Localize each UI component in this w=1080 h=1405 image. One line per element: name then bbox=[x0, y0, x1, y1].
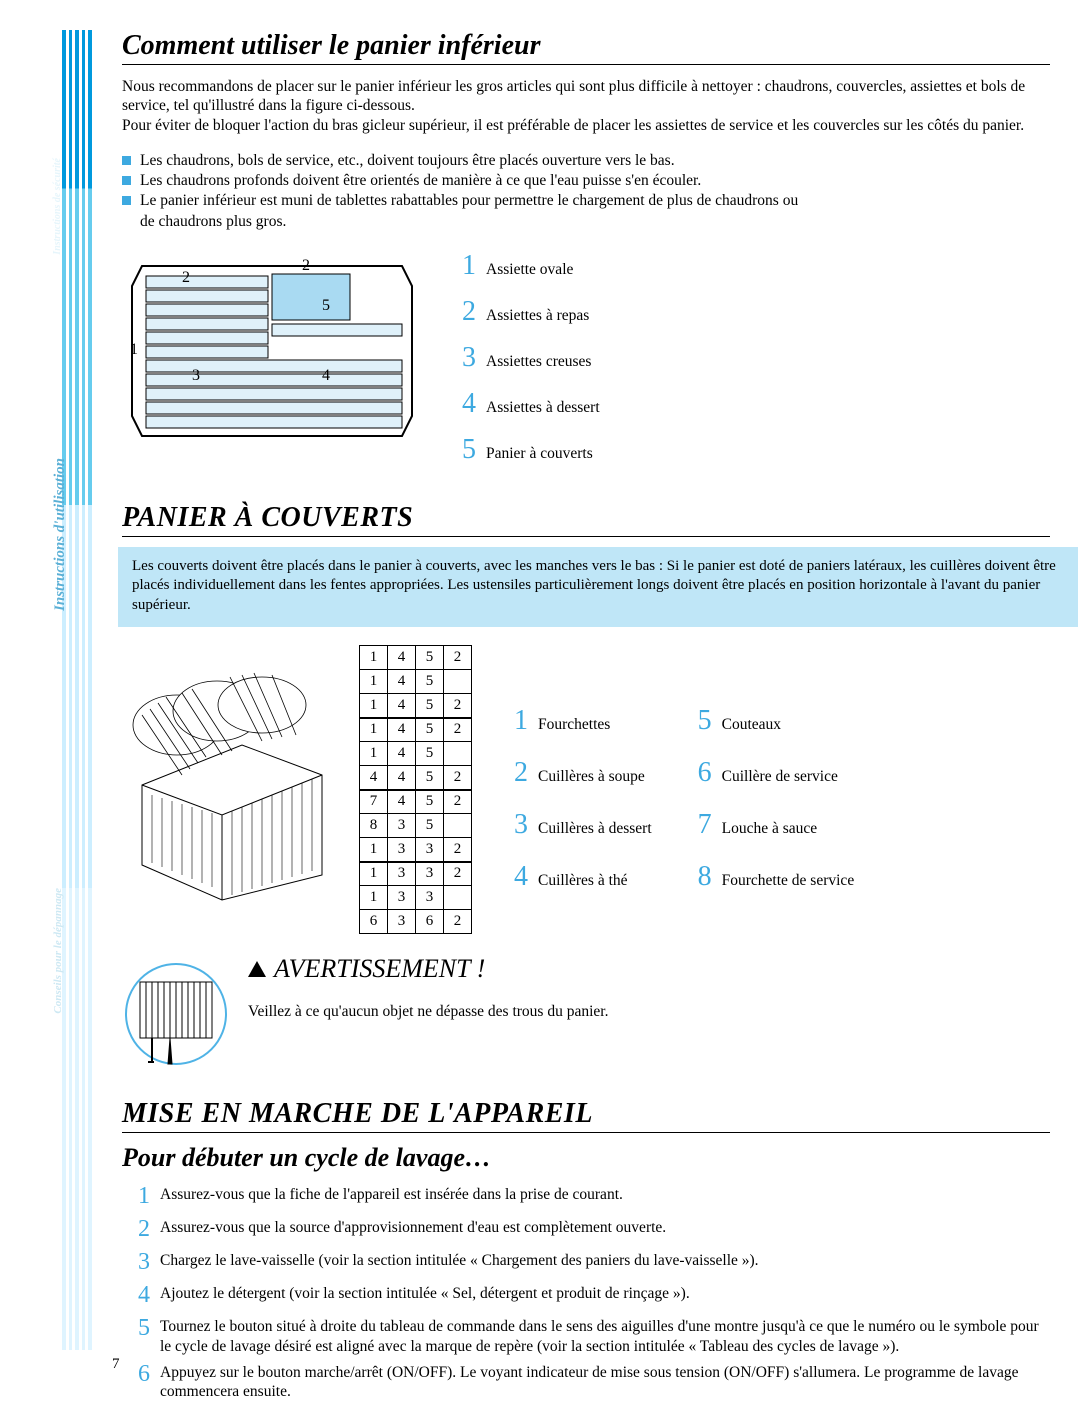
legend-n: 1 bbox=[454, 250, 476, 282]
sec1-p2: Pour éviter de bloquer l'action du bras … bbox=[122, 116, 1050, 135]
bullet-1: Les chaudrons, bols de service, etc., do… bbox=[140, 151, 675, 171]
cutlery-basket-diagram bbox=[122, 645, 337, 905]
svg-text:2: 2 bbox=[302, 257, 310, 274]
page-number: 7 bbox=[112, 1356, 120, 1373]
sec3-title: MISE EN MARCHE DE L'APPAREIL bbox=[122, 1098, 1050, 1133]
rack-legend: 1Assiette ovale 2Assiettes à repas 3Assi… bbox=[454, 246, 600, 480]
sec1-bullets: Les chaudrons, bols de service, etc., do… bbox=[122, 151, 1050, 232]
sec2-title: PANIER À COUVERTS bbox=[122, 502, 1050, 537]
sec1-title: Comment utiliser le panier inférieur bbox=[122, 30, 1050, 65]
svg-text:5: 5 bbox=[322, 297, 330, 314]
bullet-icon bbox=[122, 196, 131, 205]
bullet-icon bbox=[122, 176, 131, 185]
sec3-subtitle: Pour débuter un cycle de lavage… bbox=[122, 1143, 1050, 1175]
warning-heading: AVERTISSEMENT ! bbox=[248, 954, 608, 984]
bullet-3b: de chaudrons plus gros. bbox=[140, 212, 286, 232]
svg-text:4: 4 bbox=[322, 367, 330, 384]
bullet-icon bbox=[122, 156, 131, 165]
basket-front-diagram bbox=[122, 954, 230, 1074]
svg-text:3: 3 bbox=[192, 367, 200, 384]
svg-text:1: 1 bbox=[130, 341, 138, 358]
side-color-bands bbox=[62, 30, 92, 1350]
side-label-3: Conseils pour le dépannage bbox=[52, 888, 64, 1014]
bullet-3: Le panier inférieur est muni de tablette… bbox=[140, 191, 798, 211]
legend-t: Assiette ovale bbox=[486, 261, 573, 279]
side-label-2: Instructions d'utilisation bbox=[52, 458, 69, 611]
svg-text:2: 2 bbox=[182, 269, 190, 286]
sec1-p1: Nous recommandons de placer sur le panie… bbox=[122, 77, 1050, 116]
warning-text: Veillez à ce qu'aucun objet ne dépasse d… bbox=[248, 1002, 608, 1021]
startup-steps: 1Assurez-vous que la fiche de l'appareil… bbox=[122, 1181, 1050, 1402]
side-label-1: Instructions de sécurité bbox=[52, 158, 63, 255]
bullet-2: Les chaudrons profonds doivent être orie… bbox=[140, 171, 701, 191]
cutlery-legend: 1Fourchettes 2Cuillères à soupe 3Cuillèr… bbox=[506, 645, 854, 934]
cutlery-number-grid: 1452 145 1452 1452 145 4452 7452 835 133… bbox=[359, 645, 472, 934]
cutlery-info: Les couverts doivent être placés dans le… bbox=[118, 547, 1078, 628]
lower-rack-diagram: 2 2 5 1 3 4 bbox=[122, 246, 422, 446]
warning-icon bbox=[248, 961, 266, 977]
